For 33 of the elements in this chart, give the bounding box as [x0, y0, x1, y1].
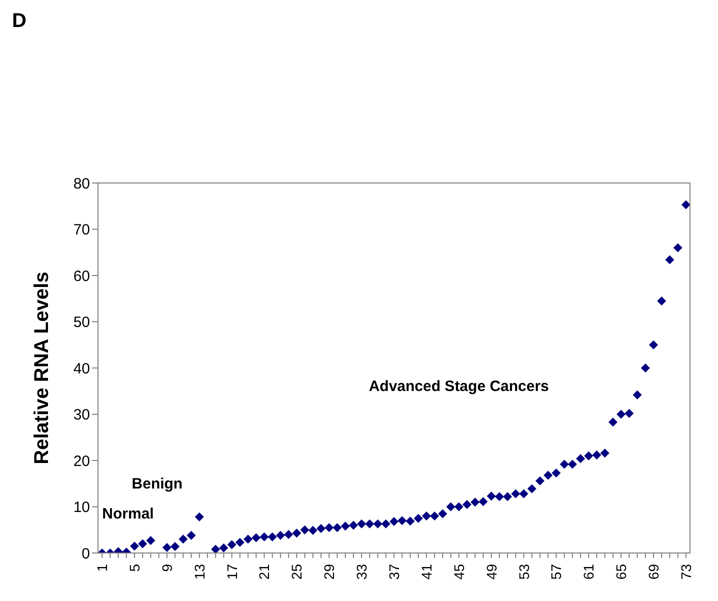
x-tick-label: 21: [256, 564, 272, 580]
y-tick-label: 60: [73, 268, 90, 285]
y-tick-label: 10: [73, 499, 90, 516]
x-tick-label: 41: [418, 564, 434, 580]
x-tick-label: 5: [126, 564, 142, 572]
annotation: Benign: [132, 475, 183, 492]
x-tick-label: 33: [354, 564, 370, 580]
x-tick-label: 65: [613, 564, 630, 580]
x-tick-label: 61: [580, 564, 597, 580]
x-tick-label: 45: [450, 564, 467, 580]
x-tick-label: 13: [191, 564, 208, 580]
x-tick-label: 57: [548, 564, 564, 580]
y-axis-title: Relative RNA Levels: [31, 272, 54, 464]
x-tick-label: 69: [646, 564, 662, 580]
y-tick-label: 20: [73, 452, 90, 470]
x-tick-label: 37: [386, 564, 402, 580]
y-tick-label: 30: [73, 406, 90, 424]
x-tick-label: 49: [483, 564, 500, 580]
x-tick-label: 9: [158, 564, 175, 572]
x-tick-label: 29: [321, 564, 338, 580]
y-tick-label: 40: [73, 360, 90, 378]
y-tick-label: 80: [73, 175, 90, 192]
chart-title: D: [12, 10, 26, 33]
y-tick-label: 70: [73, 222, 90, 239]
annotation: Advanced Stage Cancers: [368, 378, 549, 396]
y-tick-label: 0: [82, 545, 90, 562]
x-tick-label: 73: [678, 564, 694, 580]
y-tick-label: 50: [73, 314, 90, 332]
annotation: Normal: [102, 505, 154, 522]
x-tick-label: 53: [516, 564, 532, 580]
x-tick-label: 1: [94, 564, 110, 572]
x-tick-label: 17: [224, 564, 240, 580]
x-tick-label: 25: [288, 564, 305, 580]
